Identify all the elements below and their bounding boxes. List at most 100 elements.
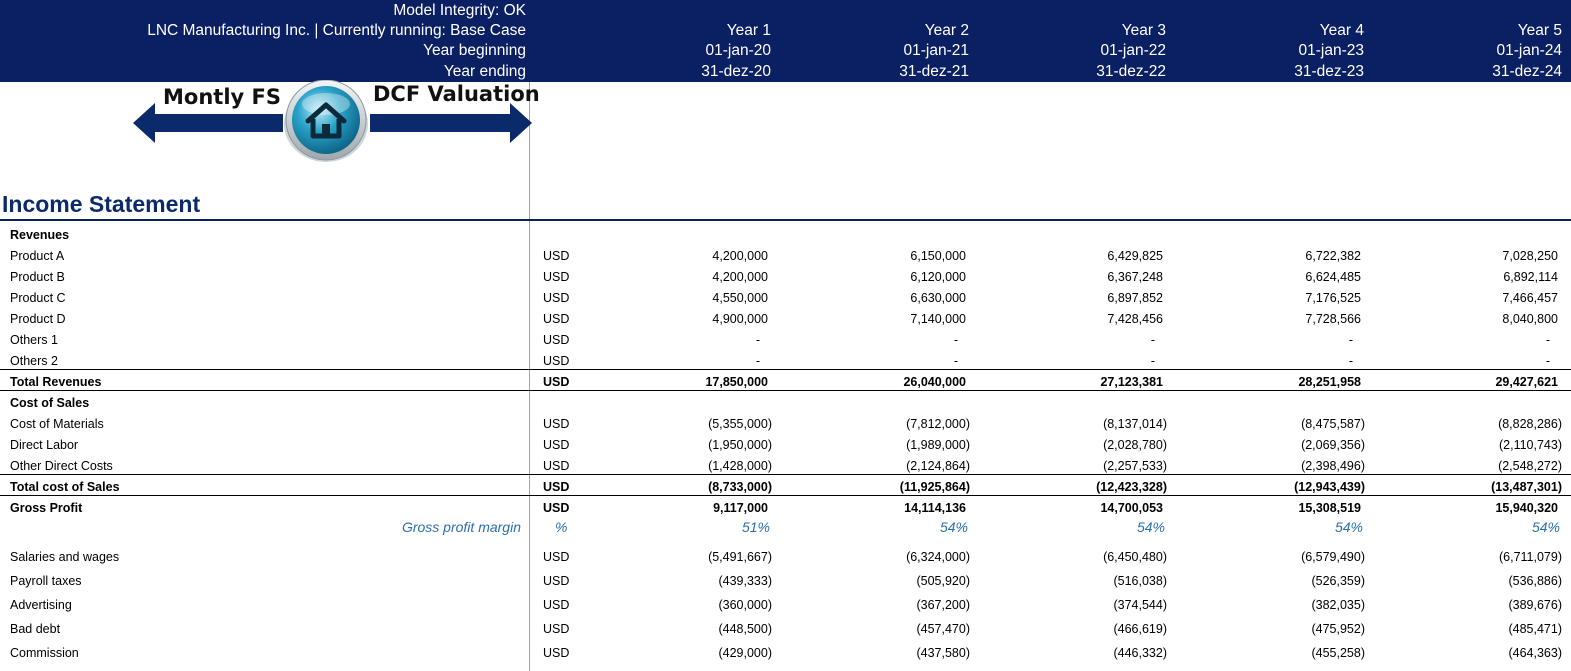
cell-year-1: (8,733,000) <box>708 480 772 494</box>
cell-year-4: 6,624,485 <box>1305 270 1361 284</box>
cell-year-4: (2,398,496) <box>1301 459 1365 473</box>
row-label: Direct Labor <box>10 438 79 452</box>
cell-year-2: (6,324,000) <box>906 550 970 564</box>
row-unit: USD <box>543 501 570 515</box>
row-label: Bad debt <box>10 622 61 636</box>
row-unit: USD <box>543 550 570 564</box>
row-label: Cost of Materials <box>10 417 104 431</box>
cell-year-5: (2,548,272) <box>1498 459 1562 473</box>
year-end-date: 31-dez-24 <box>1492 63 1562 80</box>
section-title: Income Statement <box>2 191 201 217</box>
year-beginning-label: Year beginning <box>423 42 526 59</box>
cell-year-2: (367,200) <box>916 598 970 612</box>
monthly-fs-link[interactable]: Montly FS <box>163 85 281 109</box>
cell-year-3: 54% <box>1136 519 1165 535</box>
row-unit: USD <box>543 598 570 612</box>
cell-year-2: 7,140,000 <box>910 312 966 326</box>
cell-year-1: (1,428,000) <box>708 459 772 473</box>
cell-year-4: 6,722,382 <box>1305 249 1361 263</box>
cell-year-5: - <box>1545 333 1550 347</box>
cell-year-5: 7,466,457 <box>1502 291 1558 305</box>
right-arrow-icon[interactable] <box>370 103 532 143</box>
cell-year-1: 51% <box>741 519 770 535</box>
row-label: Commission <box>10 646 79 660</box>
cell-year-5: (464,363) <box>1508 646 1562 660</box>
row-label: Total Revenues <box>10 375 102 389</box>
year-end-date: 31-dez-22 <box>1096 63 1166 80</box>
row-label: Cost of Sales <box>10 396 90 410</box>
cell-year-4: 7,728,566 <box>1305 312 1361 326</box>
year-label: Year 4 <box>1319 22 1364 39</box>
cell-year-4: 54% <box>1334 519 1363 535</box>
cell-year-3: 6,429,825 <box>1107 249 1163 263</box>
year-label: Year 3 <box>1121 22 1166 39</box>
row-label: Advertising <box>10 598 72 612</box>
cell-year-4: (382,035) <box>1311 598 1365 612</box>
row-unit: USD <box>543 333 570 347</box>
home-button[interactable] <box>282 80 370 164</box>
cell-year-5: 6,892,114 <box>1503 270 1558 284</box>
cell-year-1: (1,950,000) <box>708 438 772 452</box>
row-label: Other Direct Costs <box>10 459 113 473</box>
cell-year-5: 29,427,621 <box>1495 375 1558 389</box>
cell-year-2: (457,470) <box>916 622 970 636</box>
year-ending-label: Year ending <box>443 63 526 80</box>
cell-year-1: (439,333) <box>718 574 772 588</box>
row-label: Gross profit margin <box>401 519 521 535</box>
year-begin-date: 01-jan-20 <box>705 42 772 59</box>
cell-year-4: (2,069,356) <box>1301 438 1365 452</box>
dcf-valuation-link[interactable]: DCF Valuation <box>373 82 540 106</box>
total-rule <box>0 390 1571 391</box>
year-end-date: 31-dez-21 <box>899 63 969 80</box>
cell-year-3: (8,137,014) <box>1103 417 1167 431</box>
cell-year-5: (389,676) <box>1508 598 1562 612</box>
cell-year-1: - <box>755 354 760 368</box>
cell-year-1: 4,200,000 <box>712 270 768 284</box>
company-scenario-label: LNC Manufacturing Inc. | Currently runni… <box>147 22 526 39</box>
cell-year-2: 6,630,000 <box>910 291 966 305</box>
header-band: Model Integrity: OK LNC Manufacturing In… <box>0 0 1571 82</box>
row-unit: % <box>555 519 568 535</box>
year-begin-date: 01-jan-21 <box>903 42 970 59</box>
cell-year-1: (5,355,000) <box>708 417 772 431</box>
year-label: Year 2 <box>924 22 969 39</box>
cell-year-2: 54% <box>939 519 968 535</box>
cell-year-2: (7,812,000) <box>906 417 970 431</box>
cell-year-1: 4,900,000 <box>712 312 768 326</box>
cell-year-3: 14,700,053 <box>1100 501 1163 515</box>
row-label: Others 2 <box>10 354 58 368</box>
cell-year-5: (2,110,743) <box>1498 438 1562 452</box>
section-title-rule <box>0 219 1571 221</box>
year-label: Year 5 <box>1517 22 1562 39</box>
cell-year-2: (437,580) <box>916 646 970 660</box>
cell-year-2: 14,114,136 <box>904 501 966 515</box>
year-begin-date: 01-jan-22 <box>1100 42 1167 59</box>
year-end-date: 31-dez-23 <box>1294 63 1364 80</box>
home-icon <box>305 102 347 139</box>
row-label: Others 1 <box>10 333 58 347</box>
year-begin-date: 01-jan-24 <box>1496 42 1563 59</box>
cell-year-5: 8,040,800 <box>1502 312 1558 326</box>
cell-year-2: (11,925,864) <box>899 480 970 494</box>
cell-year-2: (2,124,864) <box>906 459 970 473</box>
cell-year-5: (6,711,079) <box>1498 550 1562 564</box>
cell-year-4: 15,308,519 <box>1298 501 1361 515</box>
cell-year-5: (485,471) <box>1508 622 1562 636</box>
row-unit: USD <box>543 291 570 305</box>
cell-year-3: 27,123,381 <box>1100 375 1163 389</box>
cell-year-4: (12,943,439) <box>1294 480 1365 494</box>
cell-year-2: 6,120,000 <box>910 270 966 284</box>
row-unit: USD <box>543 622 570 636</box>
row-unit: USD <box>543 270 570 284</box>
row-unit: USD <box>543 459 570 473</box>
total-rule <box>0 495 1571 496</box>
model-integrity-label: Model Integrity: OK <box>393 2 526 19</box>
cell-year-3: - <box>1150 354 1155 368</box>
cell-year-1: - <box>755 333 760 347</box>
row-unit: USD <box>543 574 570 588</box>
cell-year-3: (2,028,780) <box>1103 438 1167 452</box>
left-arrow-icon[interactable] <box>133 103 283 143</box>
cell-year-4: - <box>1348 354 1353 368</box>
year-end-date: 31-dez-20 <box>701 63 771 80</box>
cell-year-4: (475,952) <box>1311 622 1365 636</box>
